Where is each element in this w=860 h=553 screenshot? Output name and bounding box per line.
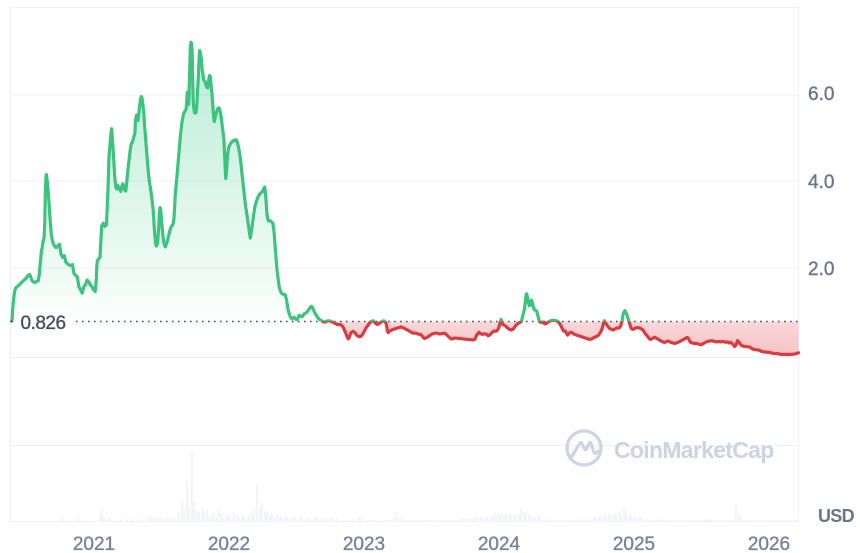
- svg-text:CoinMarketCap: CoinMarketCap: [614, 437, 774, 463]
